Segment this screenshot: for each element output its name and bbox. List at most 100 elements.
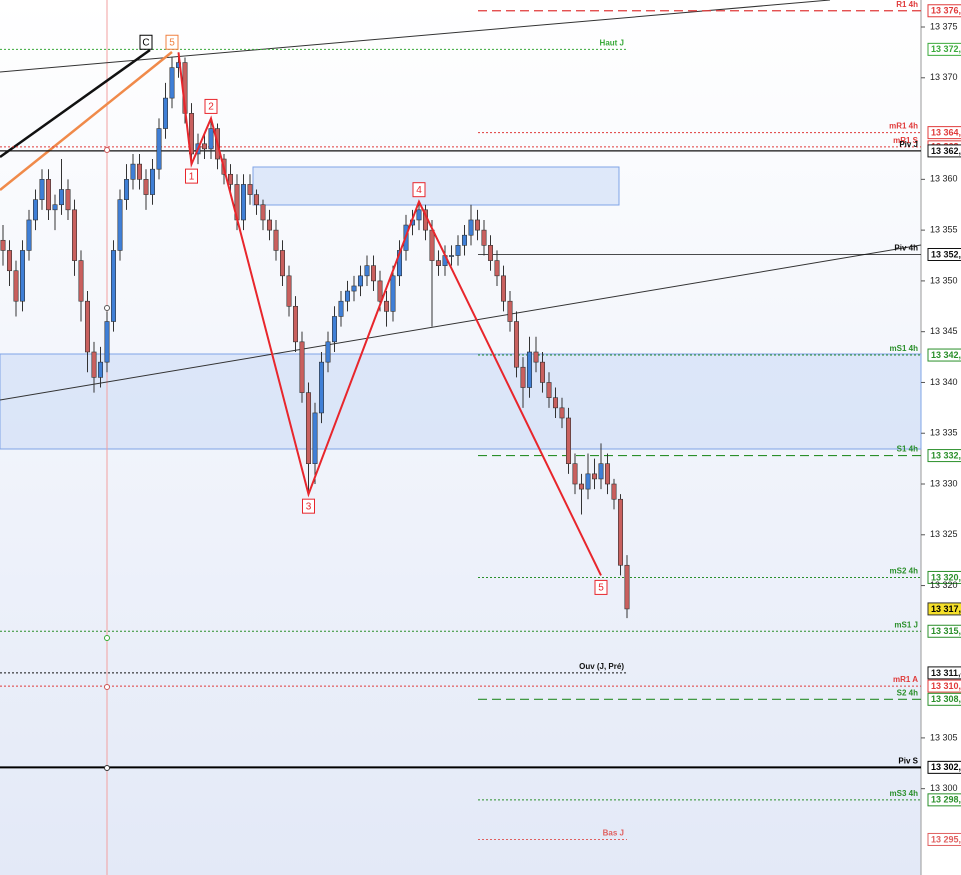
candle-body [513, 321, 519, 368]
candle-body [344, 290, 350, 302]
trendline [0, 244, 922, 401]
y-tick-label: 13 355 [930, 224, 958, 234]
candle-body [32, 199, 38, 221]
candle-body [312, 412, 318, 465]
wave-label: 2 [208, 102, 214, 113]
y-tick-label: 13 360 [930, 174, 958, 184]
level-label: mS2 4h [890, 567, 919, 576]
wave-label: C [142, 37, 149, 48]
level-label: Piv S [898, 756, 918, 765]
candle-body [65, 189, 71, 211]
candle-body [325, 341, 331, 363]
price-box-label: 13 295,0 [931, 834, 961, 844]
candle-body [572, 463, 578, 485]
level-label: S2 4h [897, 688, 918, 697]
y-tick-label: 13 350 [930, 275, 958, 285]
candle-body [370, 265, 376, 282]
candle-body [481, 229, 487, 246]
wave-line [177, 52, 602, 576]
y-tick-label: 13 325 [930, 529, 958, 539]
trendline [0, 0, 831, 73]
price-axis: 13 375 13 370 13 360 13 355 13 350 13 345 13 3… [921, 21, 958, 793]
price-box [927, 247, 961, 261]
price-box [927, 449, 961, 463]
candle-body [98, 361, 104, 378]
candle-body [104, 321, 110, 363]
wave-box [412, 182, 426, 198]
candle-body [13, 270, 19, 302]
level-label: Piv 4h [894, 244, 918, 253]
candle-body [39, 179, 45, 200]
last-price-label: 13 317,7 [931, 604, 961, 614]
candle-body [526, 351, 532, 388]
candle-body [91, 351, 97, 378]
candle-body [338, 300, 344, 317]
price-box [927, 692, 961, 706]
candle-body [7, 250, 13, 272]
price-box-label: 13 315,5 [931, 626, 961, 636]
candle-body [150, 168, 156, 195]
marker [104, 684, 110, 690]
price-box-label: 13 308,8 [931, 694, 961, 704]
level-label: Ouv (J, Pré) [579, 662, 624, 671]
trendline [0, 48, 151, 159]
price-box [927, 624, 961, 638]
y-tick-label: 13 370 [930, 72, 958, 82]
marker [104, 635, 110, 641]
candle-body [546, 382, 552, 398]
candle-body [611, 483, 617, 500]
wave-box [185, 168, 198, 184]
price-box [927, 144, 961, 158]
candle-body [598, 463, 604, 480]
level-label: R1 4h [896, 0, 918, 9]
candle-body [364, 265, 370, 277]
wave-label: 3 [306, 501, 312, 512]
candle-body [357, 275, 363, 287]
candle-body [156, 128, 162, 170]
y-tick-label: 13 305 [930, 732, 958, 742]
wave-box [302, 498, 315, 514]
candle-body [228, 173, 234, 185]
candle-body [111, 250, 117, 322]
candle-body [286, 275, 292, 307]
candle-body [45, 179, 51, 211]
candle-body [624, 564, 630, 610]
candle-body [351, 285, 357, 292]
price-box [927, 760, 961, 774]
zone [0, 353, 922, 450]
price-box-label: 13 298,9 [931, 795, 961, 805]
candle-body [591, 473, 597, 480]
price-box [927, 348, 961, 362]
price-box-label: 13 310,1 [931, 681, 961, 691]
level-label: Bas J [603, 829, 624, 838]
candle-body [305, 392, 311, 465]
candle-body [208, 128, 214, 150]
y-tick-label: 13 375 [930, 21, 958, 31]
wave-box [204, 98, 218, 114]
price-box [927, 42, 961, 56]
marker [104, 147, 110, 153]
candle-body [279, 250, 285, 277]
candle-body [78, 260, 84, 302]
candle-body [494, 260, 500, 277]
candle-body [552, 397, 558, 409]
candle-body [137, 163, 143, 180]
candle-body [578, 483, 584, 490]
candle-body [202, 143, 208, 150]
wave-box [594, 579, 608, 595]
candle-body [416, 209, 422, 221]
y-tick-label: 13 340 [930, 377, 958, 387]
candle-body [143, 179, 149, 195]
wave-label: 1 [189, 171, 195, 182]
levels: R1 4h 13 376,6 Haut J 13 372,8 mR1 4h 13 364,… [0, 0, 961, 846]
price-box-label: 13 376,6 [931, 6, 961, 16]
candle-body [565, 417, 571, 465]
candle-body [435, 260, 441, 266]
marker [104, 765, 110, 771]
candle-body [533, 351, 539, 363]
price-box-label: 13 302,1 [931, 762, 961, 772]
candle-body [163, 97, 169, 129]
price-box-label: 13 320,8 [931, 572, 961, 582]
level-label: S1 4h [897, 445, 918, 454]
